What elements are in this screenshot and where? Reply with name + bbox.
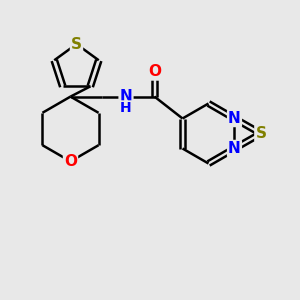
- Text: N: N: [120, 89, 132, 104]
- Text: S: S: [255, 126, 266, 141]
- Text: O: O: [64, 154, 77, 169]
- Text: O: O: [148, 64, 161, 80]
- Text: N: N: [228, 141, 241, 156]
- Text: H: H: [120, 101, 132, 115]
- Text: S: S: [71, 37, 82, 52]
- Text: N: N: [228, 111, 241, 126]
